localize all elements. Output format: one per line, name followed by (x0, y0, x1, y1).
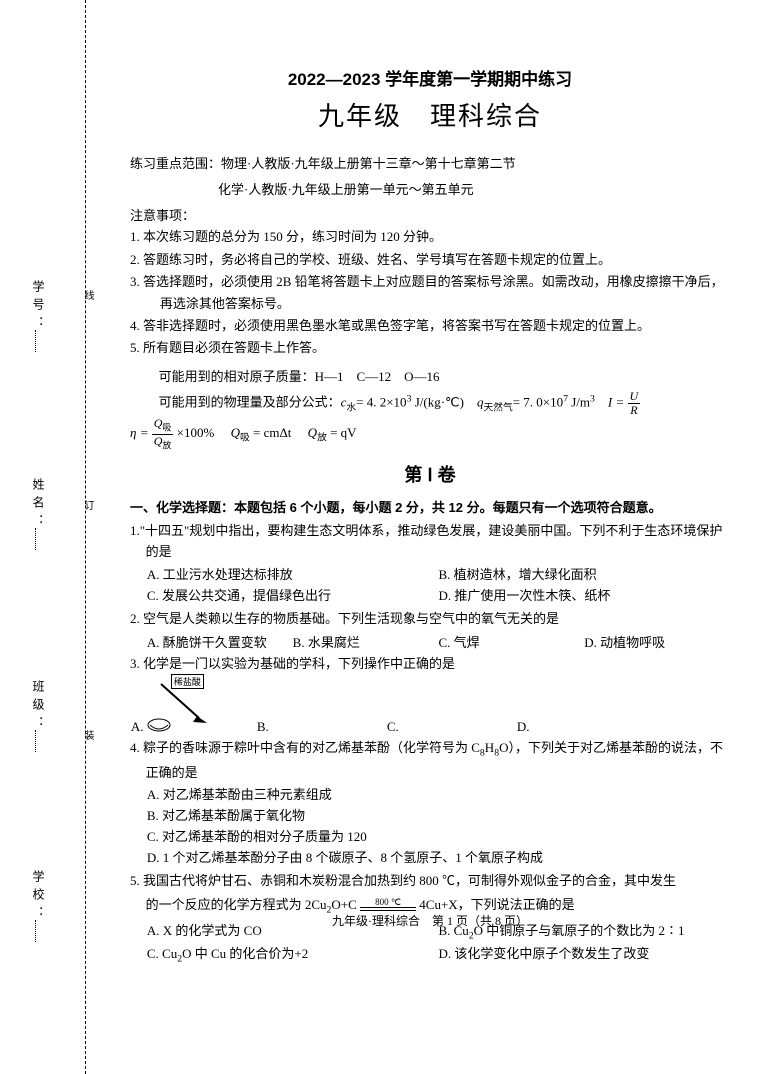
q5-s2b: O+C (331, 897, 356, 912)
notice-list: 1. 本次练习题的总分为 150 分，练习时间为 120 分钟。 2. 答题练习… (130, 226, 730, 359)
q1-stem: 1."十四五"规划中指出，要构建生态文明体系，推动绿色发展，建设美丽中国。下列不… (130, 520, 730, 563)
scope-line-1: 练习重点范围：物理·人教版·九年级上册第十三章～第十七章第二节 (130, 153, 730, 175)
q5-stem-line1: 5. 我国古代将炉甘石、赤铜和木炭粉混合加热到约 800 ℃，可制得外观似金子的… (130, 870, 730, 891)
q5-option-c: C. Cu2O 中 Cu 的化合价为+2 (147, 944, 439, 967)
notice-item: 4. 答非选择题时，必须使用黑色墨水笔或黑色签字笔，将答案书写在答题卡规定的位置… (130, 315, 730, 336)
q3-stem: 3. 化学是一门以实验为基础的学科，下列操作中正确的是 (130, 653, 730, 674)
q2-stem: 2. 空气是人类赖以生存的物质基础。下列生活现象与空气中的氧气无关的是 (130, 608, 730, 629)
dotted-underline (35, 330, 36, 352)
c-eq: = 4. 2×10 (356, 394, 406, 409)
q5-c-a: C. Cu (147, 946, 177, 961)
binding-label-id: 学号： (30, 280, 47, 334)
notice-item: 3. 答选择题时，必须使用 2B 铅笔将答题卡上对应题目的答案标号涂黑。如需改动… (130, 271, 730, 314)
dotted-underline (35, 730, 36, 752)
q4-option-c: C. 对乙烯基苯酚的相对分子质量为 120 (147, 827, 730, 848)
eta-den-sub: 放 (162, 440, 171, 450)
notice-heading: 注意事项： (130, 205, 730, 224)
eta-fraction: Q吸 Q放 (152, 417, 174, 451)
Q-abs: Q (231, 425, 240, 440)
q4-stem-b: H (485, 740, 494, 755)
q4-option-a: A. 对乙烯基苯酚由三种元素组成 (147, 785, 730, 806)
q1-option-b: B. 植树造林，增大绿化面积 (438, 565, 730, 586)
reaction-arrow: 800 ℃ (360, 897, 416, 909)
q3-option-d-label: D. (517, 719, 530, 735)
q5-option-d: D. 该化学变化中原子个数发生了改变 (438, 944, 730, 967)
q2-option-d: D. 动植物呼吸 (584, 632, 730, 651)
c-unit: J/(kg·℃) (411, 394, 464, 409)
formula-prefix: 可能用到的物理量及部分公式： (159, 394, 341, 409)
I-fraction: U R (628, 390, 641, 417)
q-sub: 天然气 (483, 402, 512, 413)
I-num: U (630, 389, 639, 403)
formula-line-1: 可能用到的物理量及部分公式：c水= 4. 2×103 J/(kg·℃) q天然气… (130, 390, 730, 418)
page-footer: 九年级·理科综合 第 1 页（共 8 页） (130, 912, 730, 929)
q1-option-c: C. 发展公共交通，提倡绿色出行 (147, 586, 439, 607)
q5-c-b: O 中 Cu 的化合价为+2 (182, 946, 308, 961)
Q-rel: Q (308, 425, 317, 440)
q-unit-exp: 3 (590, 393, 595, 404)
q3-img-caption: 稀盐酸 (171, 674, 204, 689)
notice-item: 5. 所有题目必须在答题卡上作答。 (130, 337, 730, 358)
binding-tick: 线 (80, 290, 95, 300)
binding-tick: 订 (80, 500, 95, 510)
q3-images: 稀盐酸 A. B. C. D. (130, 678, 730, 733)
binding-label-class: 班级： (30, 680, 47, 734)
page-content: 2022—2023 学年度第一学期期中练习 九年级 理科综合 练习重点范围：物理… (130, 65, 730, 969)
q3-option-b-label: B. (257, 719, 269, 735)
q2-option-b: B. 水果腐烂 (293, 632, 439, 651)
q1-options: A. 工业污水处理达标排放 B. 植树造林，增大绿化面积 C. 发展公共交通，提… (130, 565, 730, 607)
I-eq: I = (608, 394, 624, 409)
binding-margin: 学号： 姓名： 班级： 学校： 线 订 装 (0, 0, 120, 1074)
part-1-heading: 一、化学选择题：本题包括 6 个小题，每小题 2 分，共 12 分。每题只有一个… (130, 497, 730, 516)
section-1-title: 第 Ⅰ 卷 (130, 461, 730, 487)
scope-line-2: 化学·人教版·九年级上册第一单元～第五单元 (130, 179, 730, 201)
q2-option-a: A. 酥脆饼干久置变软 (147, 632, 293, 651)
dotted-underline (35, 920, 36, 942)
Q-rel-eq: = qV (327, 425, 357, 440)
binding-tick: 装 (80, 730, 95, 740)
q3-option-a-label: A. (131, 719, 144, 735)
I-den: R (630, 403, 637, 417)
q1-option-a: A. 工业污水处理达标排放 (147, 565, 439, 586)
formula-line-2: η = Q吸 Q放 ×100% Q吸 = cmΔt Q放 = qV (130, 417, 730, 451)
q-eq: = 7. 0×10 (513, 394, 563, 409)
binding-dash-line (85, 0, 86, 1074)
q2-option-c: C. 气焊 (438, 632, 584, 651)
notice-item: 2. 答题练习时，务必将自己的学校、班级、姓名、学号填写在答题卡规定的位置上。 (130, 249, 730, 270)
q5-s2a: 的一个反应的化学方程式为 2Cu (146, 897, 327, 912)
formula-block: 可能用到的相对原子质量：H—1 C—12 O—16 可能用到的物理量及部分公式：… (130, 365, 730, 451)
q3-image-a: 稀盐酸 A. (147, 678, 217, 733)
q4-option-b: B. 对乙烯基苯酚属于氧化物 (147, 806, 730, 827)
Q-rel-sub: 放 (317, 433, 327, 444)
sub-title: 九年级 理科综合 (130, 96, 730, 133)
binding-label-school: 学校： (30, 870, 47, 924)
binding-label-name: 姓名： (30, 478, 47, 532)
eta-eq: η = (130, 425, 148, 440)
eta-tail: ×100% (177, 425, 215, 440)
q4-option-d: D. 1 个对乙烯基苯酚分子由 8 个碳原子、8 个氢原子、1 个氧原子构成 (147, 848, 730, 869)
Q-abs-sub: 吸 (240, 433, 250, 444)
q4-stem: 4. 粽子的香味源于粽叶中含有的对乙烯基苯酚（化学符号为 C8H8O），下列关于… (130, 737, 730, 783)
eta-num-sub: 吸 (162, 423, 171, 433)
q4-options: A. 对乙烯基苯酚由三种元素组成 B. 对乙烯基苯酚属于氧化物 C. 对乙烯基苯… (130, 785, 730, 868)
Q-abs-eq: = cmΔt (250, 425, 292, 440)
dotted-underline (35, 528, 36, 550)
notice-item: 1. 本次练习题的总分为 150 分，练习时间为 120 分钟。 (130, 226, 730, 247)
atomic-mass-line: 可能用到的相对原子质量：H—1 C—12 O—16 (130, 365, 730, 390)
main-title: 2022—2023 学年度第一学期期中练习 (130, 65, 730, 90)
q-unit: J/m (568, 394, 590, 409)
q1-option-d: D. 推广使用一次性木筷、纸杯 (438, 586, 730, 607)
q3-option-c-label: C. (387, 719, 399, 735)
q5-s2c: 4Cu+X，下列说法正确的是 (419, 897, 574, 912)
q4-stem-a: 4. 粽子的香味源于粽叶中含有的对乙烯基苯酚（化学符号为 C (130, 740, 480, 755)
q2-options: A. 酥脆饼干久置变软 B. 水果腐烂 C. 气焊 D. 动植物呼吸 (130, 632, 730, 651)
c-sub: 水 (346, 402, 356, 413)
